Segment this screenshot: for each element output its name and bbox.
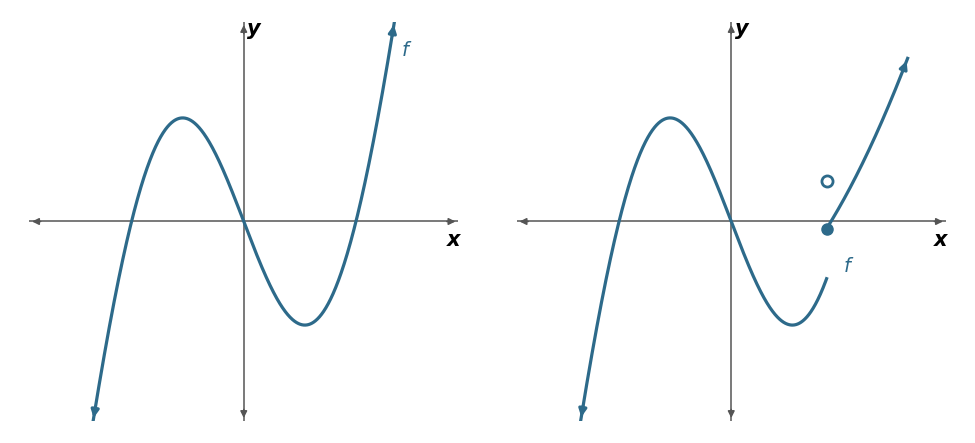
Text: y: y [735,19,749,39]
Text: x: x [447,229,460,249]
Text: x: x [934,229,948,249]
Text: f: f [843,257,850,276]
Text: f: f [402,41,409,60]
Text: y: y [248,19,261,39]
